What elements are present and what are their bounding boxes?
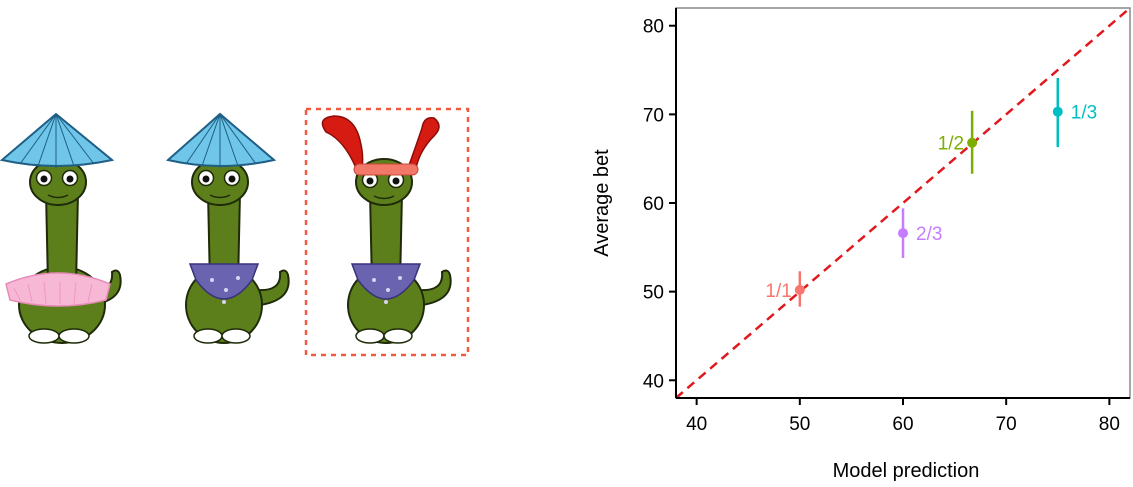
- data-point-marker: [967, 137, 978, 148]
- x-tick-label: 60: [892, 414, 913, 435]
- left-foot: [355, 328, 385, 344]
- conical-hat: [0, 112, 115, 167]
- x-axis-ticks: 40 50 60 70 80: [686, 398, 1120, 435]
- data-points: 1/1 2/3 1/2 1/3: [765, 78, 1097, 307]
- data-point-label: 1/3: [1071, 103, 1097, 124]
- data-point-label: 1/2: [938, 134, 964, 155]
- point-2-3: 2/3: [898, 208, 942, 258]
- point-1-3: 1/3: [1052, 78, 1097, 148]
- x-axis-title: Model prediction: [833, 460, 980, 482]
- x-tick-label: 80: [1099, 414, 1120, 435]
- y-tick-label: 60: [643, 194, 664, 215]
- left-red-feather: [321, 115, 364, 169]
- y-axis-ticks: 40 50 60 70 80: [643, 17, 676, 392]
- y-axis-title: Average bet: [591, 149, 613, 257]
- plot-frame: [675, 7, 1131, 399]
- data-point-marker: [898, 228, 908, 239]
- chart: 40 50 60 70 80 40 50 60 70 80 1/1 2/3 1/2 1/3 Model…: [591, 7, 1131, 482]
- illustration: [0, 107, 470, 357]
- right-foot: [383, 328, 413, 344]
- blue-bandana: [350, 263, 422, 300]
- red-feather-headband: [353, 163, 419, 176]
- reference-line: [675, 7, 1131, 399]
- right-red-feather: [406, 116, 440, 169]
- right-foot: [58, 328, 90, 344]
- dino-with-hat-and-tutu: [0, 112, 122, 344]
- dino-with-hat-and-bandana: [165, 112, 290, 344]
- point-1-1: 1/1: [765, 271, 805, 307]
- y-tick-label: 80: [643, 17, 664, 38]
- point-1-2: 1/2: [938, 110, 978, 174]
- data-point-label: 1/1: [765, 281, 791, 302]
- left-foot: [28, 328, 60, 344]
- pink-tutu: [5, 272, 111, 307]
- x-tick-label: 70: [996, 414, 1017, 435]
- data-point-marker: [1052, 106, 1063, 117]
- x-tick-label: 40: [686, 414, 707, 435]
- highlight-box: [304, 107, 470, 357]
- y-tick-label: 70: [643, 105, 664, 126]
- right-foot: [221, 328, 251, 344]
- data-point-marker: [794, 284, 805, 295]
- conical-hat: [165, 112, 277, 167]
- y-tick-label: 40: [643, 371, 664, 392]
- tail: [254, 269, 290, 307]
- data-point-label: 2/3: [916, 224, 942, 245]
- blue-bandana: [188, 263, 260, 300]
- x-tick-label: 50: [789, 414, 810, 435]
- dino-with-feathers-and-bandana: [321, 115, 452, 344]
- y-tick-label: 50: [643, 283, 664, 304]
- left-foot: [193, 328, 223, 344]
- tail: [416, 269, 452, 307]
- neck: [44, 191, 80, 286]
